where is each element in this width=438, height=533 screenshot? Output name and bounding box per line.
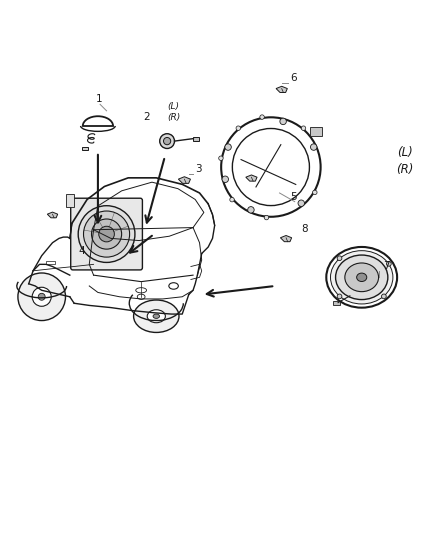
- Circle shape: [313, 190, 317, 195]
- Text: 8: 8: [301, 224, 308, 234]
- Circle shape: [298, 200, 304, 206]
- Ellipse shape: [153, 314, 159, 318]
- Ellipse shape: [134, 300, 179, 333]
- Bar: [82, 147, 88, 150]
- Circle shape: [99, 227, 114, 242]
- Ellipse shape: [336, 255, 388, 300]
- Circle shape: [311, 144, 317, 150]
- Bar: [194, 137, 199, 141]
- Text: 3: 3: [195, 164, 202, 174]
- Ellipse shape: [92, 219, 122, 249]
- Polygon shape: [276, 86, 287, 93]
- Text: 1: 1: [96, 94, 102, 104]
- Polygon shape: [246, 175, 257, 181]
- Circle shape: [32, 287, 51, 306]
- Circle shape: [337, 256, 342, 261]
- Circle shape: [230, 197, 234, 202]
- Circle shape: [381, 294, 386, 299]
- Circle shape: [236, 126, 240, 131]
- Text: (L)
(R): (L) (R): [167, 102, 180, 122]
- Circle shape: [219, 156, 223, 160]
- Circle shape: [260, 115, 264, 119]
- Text: 5: 5: [290, 192, 297, 201]
- Ellipse shape: [357, 273, 367, 281]
- Ellipse shape: [331, 251, 393, 304]
- Polygon shape: [280, 236, 292, 241]
- FancyBboxPatch shape: [71, 198, 142, 270]
- Circle shape: [225, 144, 231, 150]
- Text: (L)
(R): (L) (R): [396, 146, 413, 175]
- Ellipse shape: [147, 310, 166, 322]
- Bar: [333, 301, 340, 305]
- Circle shape: [280, 118, 286, 125]
- Text: 7: 7: [383, 261, 390, 271]
- Polygon shape: [47, 212, 58, 218]
- Circle shape: [337, 294, 342, 299]
- Circle shape: [18, 273, 66, 320]
- Bar: [67, 194, 74, 207]
- Text: 4: 4: [78, 246, 85, 256]
- Text: 6: 6: [290, 72, 297, 83]
- Circle shape: [248, 207, 254, 213]
- Circle shape: [38, 293, 45, 300]
- Circle shape: [163, 138, 171, 144]
- Circle shape: [264, 215, 268, 220]
- Circle shape: [160, 134, 174, 149]
- Ellipse shape: [84, 211, 130, 257]
- Polygon shape: [178, 177, 191, 183]
- Text: 2: 2: [143, 111, 150, 122]
- Bar: [46, 261, 55, 264]
- Circle shape: [222, 176, 229, 182]
- Ellipse shape: [345, 263, 378, 292]
- Circle shape: [386, 262, 391, 266]
- Circle shape: [301, 126, 306, 131]
- Bar: [310, 127, 322, 136]
- Ellipse shape: [78, 206, 135, 262]
